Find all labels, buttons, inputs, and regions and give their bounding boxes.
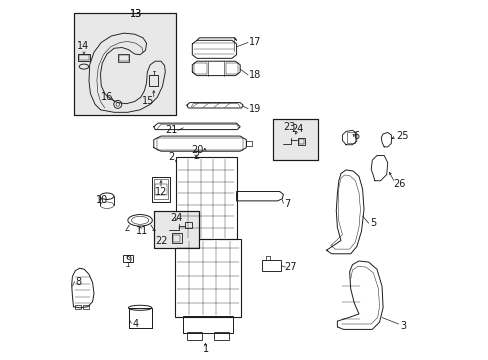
Text: 2: 2: [192, 150, 199, 161]
Bar: [75, 305, 81, 309]
Bar: [153, 211, 199, 248]
Text: 12: 12: [155, 186, 167, 197]
Bar: [155, 184, 166, 195]
Text: 19: 19: [249, 104, 261, 114]
Bar: [79, 55, 89, 60]
Bar: [118, 54, 129, 62]
Bar: [128, 308, 152, 328]
Bar: [185, 222, 192, 228]
Text: 26: 26: [392, 179, 405, 189]
Bar: [261, 260, 280, 271]
Text: 1: 1: [202, 344, 208, 354]
Text: 2: 2: [168, 152, 175, 162]
Bar: [82, 305, 89, 309]
Bar: [213, 332, 228, 340]
Text: 21: 21: [165, 125, 178, 135]
Bar: [175, 239, 241, 317]
Text: 22: 22: [155, 236, 167, 246]
Bar: [73, 13, 176, 115]
Text: 10: 10: [96, 195, 108, 205]
Bar: [171, 233, 182, 243]
Text: 5: 5: [369, 218, 376, 228]
Text: 23: 23: [283, 122, 295, 132]
Text: 13: 13: [129, 9, 142, 19]
Text: 8: 8: [75, 276, 81, 287]
Bar: [346, 132, 354, 143]
Text: 14: 14: [77, 41, 89, 51]
Bar: [153, 179, 168, 199]
Bar: [183, 316, 232, 333]
Bar: [151, 177, 170, 202]
Bar: [78, 54, 89, 61]
Bar: [118, 55, 128, 61]
Bar: [176, 157, 236, 239]
Text: 11: 11: [136, 226, 148, 236]
Bar: [122, 255, 133, 262]
Bar: [73, 13, 176, 115]
Text: 6: 6: [352, 131, 358, 141]
Bar: [297, 138, 305, 145]
Text: 24: 24: [169, 213, 182, 223]
Text: 27: 27: [284, 262, 296, 272]
Text: 15: 15: [142, 96, 154, 106]
Text: 13: 13: [129, 9, 142, 19]
Bar: [153, 211, 199, 248]
Text: 16: 16: [101, 92, 113, 102]
Text: 20: 20: [190, 145, 203, 156]
Bar: [272, 119, 317, 160]
Text: 4: 4: [132, 319, 139, 329]
Bar: [272, 119, 317, 160]
Text: 9: 9: [125, 255, 131, 265]
Text: 3: 3: [400, 321, 406, 331]
Text: 17: 17: [248, 37, 261, 48]
Bar: [298, 139, 304, 144]
Bar: [186, 332, 202, 340]
Bar: [149, 75, 158, 86]
Text: 25: 25: [395, 131, 407, 141]
Text: 24: 24: [291, 124, 304, 134]
Bar: [173, 235, 180, 242]
Text: 18: 18: [249, 70, 261, 80]
Text: 7: 7: [283, 199, 289, 210]
